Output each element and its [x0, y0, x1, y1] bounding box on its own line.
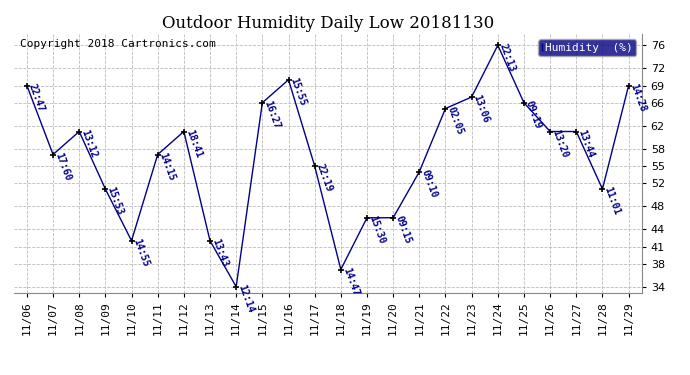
Text: 13:43: 13:43: [210, 237, 230, 268]
Title: Outdoor Humidity Daily Low 20181130: Outdoor Humidity Daily Low 20181130: [161, 15, 494, 32]
Text: 14:28: 14:28: [629, 82, 648, 113]
Text: 02:05: 02:05: [446, 105, 465, 136]
Text: 14:47: 14:47: [341, 266, 360, 297]
Text: 13:44: 13:44: [576, 128, 595, 159]
Text: 11:01: 11:01: [602, 186, 622, 217]
Text: 16:27: 16:27: [262, 99, 282, 130]
Text: 13:12: 13:12: [79, 128, 99, 159]
Text: 09:10: 09:10: [420, 168, 439, 200]
Text: 15:30: 15:30: [367, 214, 386, 245]
Text: Copyright 2018 Cartronics.com: Copyright 2018 Cartronics.com: [20, 39, 216, 49]
Text: 13:20: 13:20: [550, 128, 569, 159]
Text: 15:55: 15:55: [288, 76, 308, 107]
Text: 15:53: 15:53: [106, 186, 125, 217]
Text: 14:55: 14:55: [132, 237, 151, 268]
Text: 17:60: 17:60: [53, 151, 72, 182]
Legend: Humidity  (%): Humidity (%): [538, 39, 636, 56]
Text: 18:41: 18:41: [184, 128, 204, 159]
Text: 13:06: 13:06: [472, 94, 491, 124]
Text: 09:19: 09:19: [524, 99, 544, 130]
Text: 22:13: 22:13: [497, 42, 518, 73]
Text: 14:15: 14:15: [158, 151, 177, 182]
Text: 22:19: 22:19: [315, 163, 334, 194]
Text: 12:14: 12:14: [236, 284, 255, 314]
Text: 09:15: 09:15: [393, 214, 413, 245]
Text: 22:47: 22:47: [27, 82, 46, 113]
